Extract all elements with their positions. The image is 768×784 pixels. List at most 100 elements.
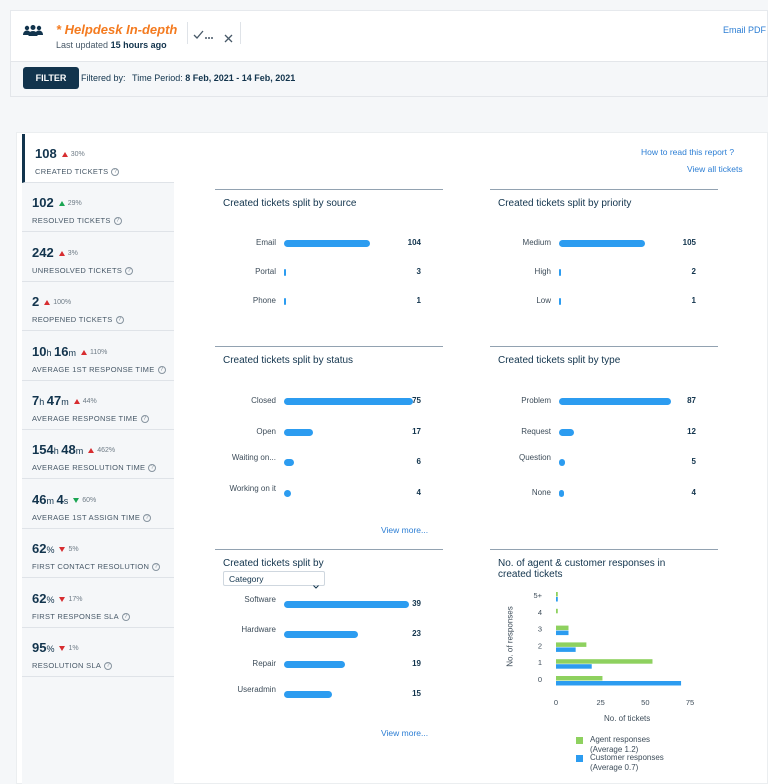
bar[interactable] — [559, 269, 561, 276]
bar-value: 75 — [412, 396, 421, 405]
bar-label: Portal — [255, 267, 276, 276]
agent-bar[interactable] — [556, 659, 653, 664]
metric-tile[interactable]: 46m 4s 60% AVERAGE 1ST ASSIGN TIME? — [22, 479, 174, 529]
metric-number: 95 — [32, 640, 47, 655]
metric-tile[interactable]: 10h 16m 110% AVERAGE 1ST RESPONSE TIME? — [22, 331, 174, 381]
metric-tile[interactable]: 62% 17% FIRST RESPONSE SLA? — [22, 578, 174, 628]
bar[interactable] — [559, 398, 671, 405]
agent-bar[interactable] — [556, 642, 587, 647]
bar-value: 2 — [691, 267, 696, 276]
bar-value: 15 — [412, 689, 421, 698]
metric-label-text: AVERAGE RESOLUTION TIME — [32, 463, 146, 473]
bar[interactable] — [284, 298, 286, 305]
customer-bar[interactable] — [556, 597, 558, 602]
metric-tile[interactable]: 7h 47m 44% AVERAGE RESPONSE TIME? — [22, 381, 174, 430]
report-title[interactable]: * Helpdesk In-depth — [56, 22, 178, 37]
bar[interactable] — [284, 489, 291, 497]
panel-priority-divider — [490, 189, 718, 190]
help-icon[interactable]: ? — [143, 513, 152, 522]
team-icon — [22, 24, 44, 38]
panel-priority-title: Created tickets split by priority — [498, 198, 632, 209]
metric-number: 47 — [46, 393, 62, 408]
legend-average: (Average 0.7) — [590, 763, 639, 772]
bar[interactable] — [284, 269, 287, 276]
bar[interactable] — [284, 631, 358, 638]
metric-unit: h — [46, 347, 54, 358]
help-icon[interactable]: ? — [148, 464, 157, 473]
metric-number: 62 — [32, 541, 47, 557]
close-icon[interactable] — [224, 30, 233, 43]
agent-bar[interactable] — [556, 592, 558, 597]
metric-tile[interactable]: 62% 5% FIRST CONTACT RESOLUTION? — [22, 529, 174, 579]
customer-bar[interactable] — [556, 681, 682, 686]
bar[interactable] — [284, 691, 333, 698]
metric-unit: s — [63, 495, 69, 506]
bar[interactable] — [559, 489, 565, 497]
metric-value: 7h 47m 44% — [32, 393, 97, 408]
customer-bar[interactable] — [556, 664, 592, 669]
help-icon[interactable]: ? — [111, 168, 120, 177]
metric-tile[interactable]: 108 30% CREATED TICKETS? — [22, 134, 174, 183]
category-view-more-link[interactable]: View more... — [381, 728, 429, 738]
bar-label: Problem — [521, 396, 551, 405]
metric-tile[interactable]: 95% 1% RESOLUTION SLA? — [22, 628, 174, 677]
bar[interactable] — [284, 398, 413, 405]
trend-up-icon — [44, 300, 51, 306]
how-to-read-link[interactable]: How to read this report ? — [641, 147, 735, 157]
help-icon[interactable]: ? — [113, 217, 122, 226]
metric-label-text: AVERAGE 1ST ASSIGN TIME — [32, 512, 141, 522]
agent-bar[interactable] — [556, 676, 603, 681]
bar-value: 19 — [412, 659, 421, 668]
metric-number: 242 — [32, 244, 54, 260]
bar[interactable] — [559, 459, 566, 466]
bar-label: Open — [256, 426, 276, 436]
filter-button[interactable]: FILTER — [23, 67, 79, 89]
metric-value: 2 100% — [32, 294, 71, 309]
metric-tile[interactable]: 154h 48m 462% AVERAGE RESOLUTION TIME? — [22, 430, 174, 480]
help-icon[interactable]: ? — [140, 415, 149, 424]
bar[interactable] — [284, 428, 314, 436]
metric-label-text: RESOLVED TICKETS — [32, 216, 111, 226]
help-icon[interactable]: ? — [125, 266, 134, 275]
metric-tile[interactable]: 102 29% RESOLVED TICKETS? — [22, 183, 174, 233]
metric-number: 2 — [32, 294, 40, 310]
bar-value: 5 — [691, 457, 696, 466]
y-tick-label: 1 — [538, 658, 542, 667]
metric-number: 7 — [32, 393, 40, 408]
customer-bar[interactable] — [556, 647, 576, 652]
status-view-more-link[interactable]: View more... — [381, 525, 429, 535]
metric-tile[interactable]: 242 3% UNRESOLVED TICKETS? — [22, 232, 174, 282]
x-tick-label: 25 — [596, 698, 604, 707]
bar[interactable] — [284, 661, 345, 668]
bar[interactable] — [559, 428, 575, 436]
help-icon[interactable]: ? — [104, 662, 113, 671]
agent-bar[interactable] — [556, 608, 558, 614]
view-all-tickets-link[interactable]: View all tickets — [687, 164, 743, 174]
period-value: 8 Feb, 2021 - 14 Feb, 2021 — [185, 73, 296, 83]
metric-value: 62% 5% — [32, 541, 79, 556]
help-icon[interactable]: ? — [115, 316, 124, 325]
bar-value: 12 — [687, 426, 696, 436]
agent-bar[interactable] — [556, 625, 569, 631]
help-icon[interactable]: ? — [152, 563, 161, 572]
help-icon[interactable]: ? — [157, 365, 166, 374]
metric-label: AVERAGE RESOLUTION TIME? — [32, 463, 157, 473]
bar[interactable] — [284, 601, 409, 608]
bar[interactable] — [559, 298, 561, 305]
metric-unit: % — [46, 545, 55, 556]
y-tick-label: 3 — [538, 625, 542, 634]
bar-label: None — [531, 487, 551, 497]
metric-value: 154h 48m 462% — [32, 442, 115, 457]
category-select[interactable]: Category — [223, 571, 325, 589]
customer-bar[interactable] — [556, 630, 569, 636]
bar[interactable] — [559, 240, 645, 247]
email-pdf-link[interactable]: Email PDF — [723, 25, 767, 35]
trend-up-icon — [58, 201, 65, 207]
bar[interactable] — [284, 240, 370, 247]
save-icon[interactable] — [193, 27, 213, 39]
metric-tile[interactable]: 2 100% REOPENED TICKETS? — [22, 282, 174, 332]
bar-label: Question — [518, 453, 551, 462]
help-icon[interactable]: ? — [121, 612, 130, 621]
bar[interactable] — [284, 459, 295, 466]
metric-value: 242 3% — [32, 245, 78, 260]
